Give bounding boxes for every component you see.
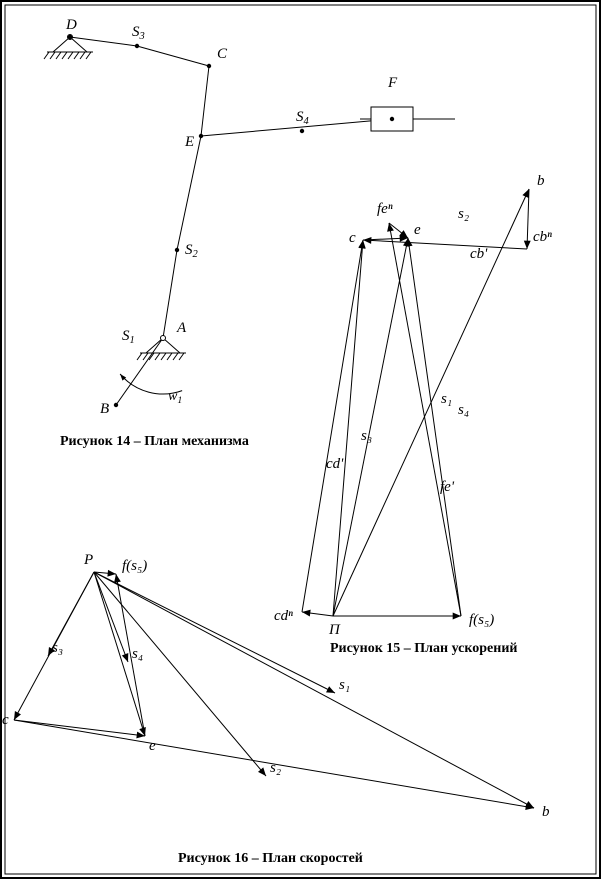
svg-text:F: F — [387, 75, 398, 91]
svg-text:C: C — [217, 46, 228, 62]
svg-text:S2: S2 — [185, 242, 199, 260]
svg-text:c: c — [349, 230, 356, 246]
svg-text:e: e — [414, 222, 421, 238]
svg-text:s₁: s₁ — [441, 391, 452, 407]
svg-text:D: D — [65, 17, 77, 33]
svg-text:s₂: s₂ — [270, 760, 281, 776]
svg-text:S1: S1 — [122, 328, 135, 346]
svg-text:b: b — [542, 804, 550, 820]
fig16-caption: Рисунок 16 – План скоростей — [178, 851, 363, 867]
svg-text:c: c — [2, 712, 9, 728]
svg-text:f(s₅): f(s₅) — [469, 612, 494, 628]
svg-text:s₄: s₄ — [132, 646, 143, 662]
svg-text:feⁿ: feⁿ — [377, 201, 393, 217]
svg-text:cdⁿ: cdⁿ — [274, 608, 293, 624]
svg-text:s₂: s₂ — [458, 206, 469, 222]
svg-text:S3: S3 — [132, 24, 145, 42]
svg-text:P: P — [83, 552, 93, 568]
svg-text:A: A — [176, 320, 187, 336]
svg-text:b: b — [537, 173, 545, 189]
svg-text:s₃: s₃ — [52, 640, 63, 656]
svg-text:П: П — [328, 622, 341, 638]
svg-text:S4: S4 — [296, 109, 310, 127]
svg-text:cd': cd' — [326, 456, 344, 472]
svg-text:f(s₅): f(s₅) — [122, 558, 147, 574]
svg-text:cbⁿ: cbⁿ — [533, 229, 552, 245]
svg-text:s₄: s₄ — [458, 402, 469, 418]
svg-text:cb': cb' — [470, 246, 488, 262]
svg-text:fe': fe' — [440, 479, 455, 495]
svg-text:E: E — [184, 134, 194, 150]
fig15-caption: Рисунок 15 – План ускорений — [330, 641, 517, 657]
svg-text:s₁: s₁ — [339, 677, 350, 693]
svg-text:s₃: s₃ — [361, 428, 372, 444]
fig14-caption: Рисунок 14 – План механизма — [60, 434, 249, 450]
svg-text:B: B — [100, 401, 109, 417]
svg-text:e: e — [149, 738, 156, 754]
